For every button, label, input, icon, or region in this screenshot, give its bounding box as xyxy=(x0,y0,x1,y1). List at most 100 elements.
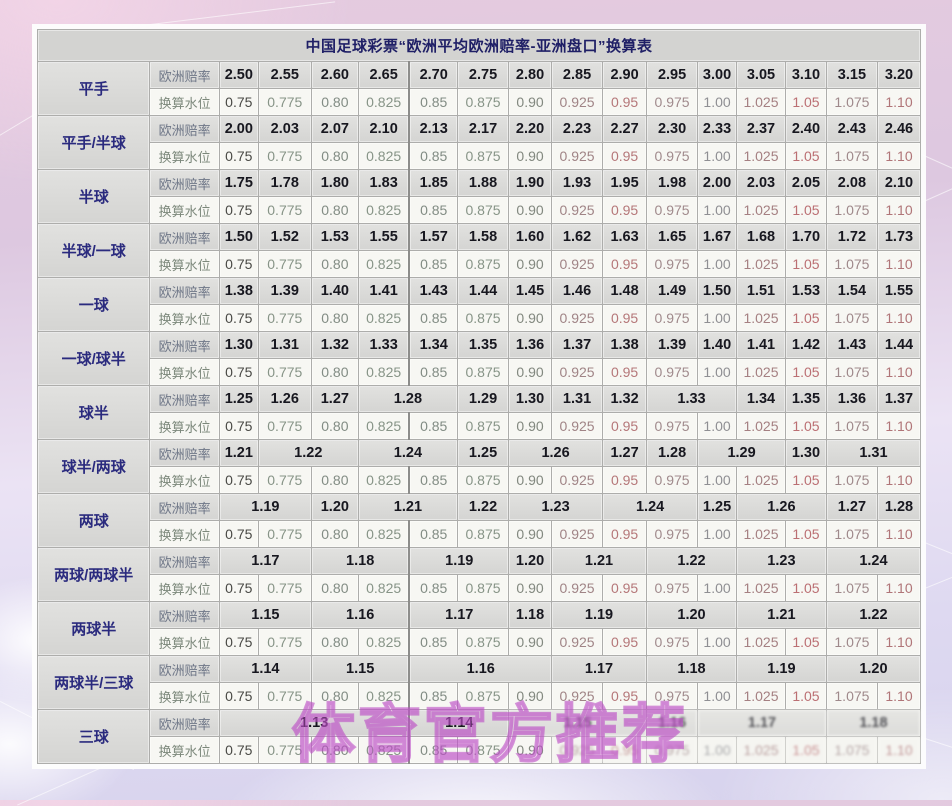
odds-value: 1.28 xyxy=(646,439,699,467)
water-value: 0.85 xyxy=(408,466,458,494)
water-value: 0.775 xyxy=(257,250,312,278)
water-value: 1.10 xyxy=(876,628,922,656)
water-value: 0.85 xyxy=(408,628,458,656)
odds-value: 1.15 xyxy=(310,655,411,683)
odds-value: 1.20 xyxy=(508,547,552,575)
water-value: 0.775 xyxy=(257,520,312,548)
odds-value: 1.28 xyxy=(357,385,458,413)
odds-value: 1.14 xyxy=(218,655,312,683)
water-value: 0.85 xyxy=(408,574,458,602)
handicap-label: 球半 xyxy=(36,385,151,440)
odds-value: 1.17 xyxy=(697,709,827,737)
handicap-label: 两球/两球半 xyxy=(36,547,151,602)
odds-value: 1.21 xyxy=(550,547,648,575)
water-value: 0.875 xyxy=(456,196,510,224)
odds-value: 1.43 xyxy=(408,277,458,305)
odds-value: 1.19 xyxy=(735,655,827,683)
odds-value: 1.41 xyxy=(735,331,787,359)
water-value: 1.00 xyxy=(697,466,737,494)
water-value: 0.90 xyxy=(508,520,552,548)
water-value: 1.075 xyxy=(825,304,878,332)
odds-row: 一球/球半 欧洲赔率 1.30 1.31 1.32 1.33 1.34 1.35 1.36 1.3… xyxy=(36,331,922,386)
water-value: 0.825 xyxy=(357,142,411,170)
odds-value: 1.40 xyxy=(697,331,737,359)
water-value: 0.825 xyxy=(357,358,411,386)
water-row-header: 换算水位 xyxy=(149,736,220,764)
water-value: 0.85 xyxy=(408,88,458,116)
odds-value: 2.30 xyxy=(646,115,699,143)
odds-value: 1.15 xyxy=(218,601,312,629)
water-value: 0.75 xyxy=(218,520,259,548)
odds-value: 1.90 xyxy=(508,169,552,197)
water-value: 0.75 xyxy=(218,88,259,116)
odds-row-header: 欧洲赔率 xyxy=(149,169,220,197)
handicap-label: 两球半 xyxy=(36,601,151,656)
water-value: 0.80 xyxy=(310,574,359,602)
odds-value: 2.17 xyxy=(456,115,510,143)
water-row-header: 换算水位 xyxy=(149,304,220,332)
water-value: 1.025 xyxy=(735,736,787,764)
odds-value: 1.22 xyxy=(456,493,510,521)
odds-value: 1.48 xyxy=(602,277,648,305)
odds-value: 1.18 xyxy=(310,547,411,575)
water-value: 0.975 xyxy=(646,736,699,764)
water-row-header: 换算水位 xyxy=(149,520,220,548)
water-value: 1.05 xyxy=(785,304,827,332)
water-value: 1.10 xyxy=(876,736,922,764)
water-value: 1.10 xyxy=(876,682,922,710)
water-value: 1.10 xyxy=(876,466,922,494)
water-value: 0.85 xyxy=(408,682,458,710)
water-value: 0.80 xyxy=(310,736,359,764)
water-value: 1.075 xyxy=(825,412,878,440)
water-row-header: 换算水位 xyxy=(149,466,220,494)
water-value: 0.75 xyxy=(218,736,259,764)
water-value: 0.85 xyxy=(408,250,458,278)
water-value: 0.90 xyxy=(508,358,552,386)
odds-value: 2.37 xyxy=(735,115,787,143)
odds-value: 2.95 xyxy=(646,61,699,89)
odds-value: 1.25 xyxy=(456,439,510,467)
water-value: 1.00 xyxy=(697,520,737,548)
odds-conversion-table: 中国足球彩票“欧洲平均欧洲赔率-亚洲盘口”换算表 平手 欧洲赔率 2.50 2.55 2… xyxy=(36,29,922,764)
odds-value: 1.20 xyxy=(310,493,359,521)
water-value: 0.95 xyxy=(602,628,648,656)
water-value: 0.90 xyxy=(508,250,552,278)
odds-value: 2.10 xyxy=(357,115,411,143)
odds-row: 平手 欧洲赔率 2.50 2.55 2.60 2.65 2.70 2.75 2.80 2.85 2.… xyxy=(36,61,922,116)
water-value: 0.825 xyxy=(357,628,411,656)
odds-row: 两球/两球半 欧洲赔率 1.17 1.18 1.19 1.20 1.21 1.22 1.23 1.… xyxy=(36,547,922,602)
water-row-header: 换算水位 xyxy=(149,88,220,116)
water-value: 1.00 xyxy=(697,304,737,332)
odds-value: 1.72 xyxy=(825,223,878,251)
odds-value: 2.23 xyxy=(550,115,604,143)
water-value: 0.825 xyxy=(357,304,411,332)
odds-value: 1.25 xyxy=(218,385,259,413)
water-value: 1.025 xyxy=(735,520,787,548)
odds-value: 1.43 xyxy=(825,331,878,359)
odds-value: 1.27 xyxy=(825,493,878,521)
water-value: 1.00 xyxy=(697,196,737,224)
water-value: 1.075 xyxy=(825,250,878,278)
water-value: 0.775 xyxy=(257,682,312,710)
odds-value: 1.73 xyxy=(876,223,922,251)
odds-value: 1.50 xyxy=(697,277,737,305)
water-value: 0.775 xyxy=(257,142,312,170)
water-value: 0.80 xyxy=(310,304,359,332)
water-value: 0.975 xyxy=(646,142,699,170)
odds-row: 球半 欧洲赔率 1.25 1.26 1.27 1.28 1.29 1.30 1.31 1.32 1.… xyxy=(36,385,922,440)
odds-value: 2.43 xyxy=(825,115,878,143)
table-title: 中国足球彩票“欧洲平均欧洲赔率-亚洲盘口”换算表 xyxy=(37,29,921,62)
water-value: 0.925 xyxy=(550,520,604,548)
odds-row-header: 欧洲赔率 xyxy=(149,115,220,143)
water-row: 换算水位 0.75 0.775 0.80 0.825 0.85 0.875 0.90 0.925… xyxy=(38,574,922,602)
odds-value: 1.63 xyxy=(602,223,648,251)
odds-value: 1.44 xyxy=(876,331,922,359)
odds-value: 1.29 xyxy=(456,385,510,413)
water-value: 1.00 xyxy=(697,142,737,170)
odds-row: 平手/半球 欧洲赔率 2.00 2.03 2.07 2.10 2.13 2.17 2.20 2.2… xyxy=(36,115,922,170)
handicap-label: 一球 xyxy=(36,277,151,332)
odds-value: 1.23 xyxy=(735,547,827,575)
water-value: 0.90 xyxy=(508,142,552,170)
odds-value: 3.15 xyxy=(825,61,878,89)
water-value: 0.925 xyxy=(550,196,604,224)
